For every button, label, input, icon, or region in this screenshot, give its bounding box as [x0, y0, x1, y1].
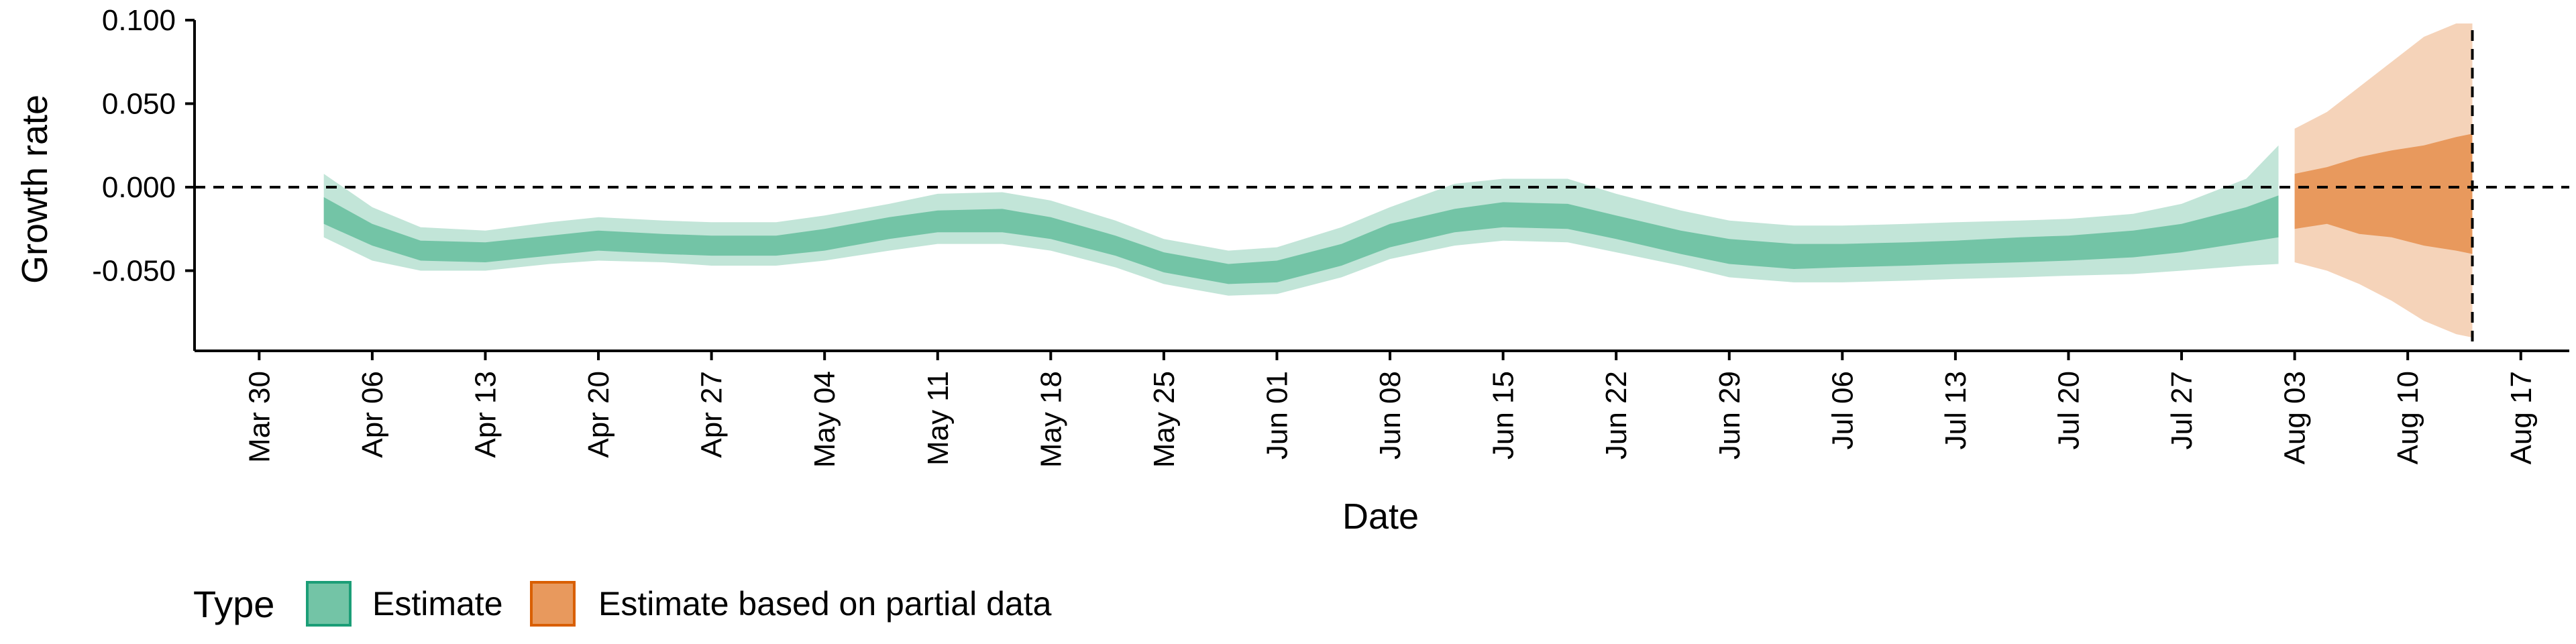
x-tick-label: Aug 17	[2505, 371, 2538, 464]
x-tick-label: Jun 15	[1487, 371, 1520, 460]
legend-label-partial: Estimate based on partial data	[598, 585, 1052, 623]
y-axis-title: Growth rate	[15, 95, 55, 284]
y-tick-label: 0.100	[102, 4, 176, 37]
x-tick-label: Jun 22	[1600, 371, 1633, 460]
x-tick-label: May 25	[1148, 371, 1181, 468]
x-tick-label: Jun 08	[1374, 371, 1407, 460]
band-50-estimate	[323, 195, 2279, 284]
x-tick-label: Aug 10	[2392, 371, 2424, 464]
x-tick-label: May 11	[922, 371, 955, 466]
x-tick-label: Jun 29	[1713, 371, 1746, 460]
legend: Type Estimate Estimate based on partial …	[193, 581, 1052, 627]
x-tick-label: Jul 06	[1826, 371, 1859, 449]
legend-label-estimate: Estimate	[372, 585, 503, 623]
x-tick-label: Jun 01	[1261, 371, 1294, 460]
x-tick-label: Jul 13	[1939, 371, 1972, 449]
x-tick-label: Apr 27	[696, 371, 729, 458]
band-50-partial	[2294, 133, 2473, 254]
x-tick-label: Jul 27	[2165, 371, 2198, 449]
x-tick-label: Apr 13	[470, 371, 502, 458]
x-tick-label: May 18	[1034, 371, 1067, 468]
y-tick-label: 0.050	[102, 87, 176, 120]
x-tick-label: May 04	[808, 371, 841, 468]
legend-swatch-partial	[530, 581, 576, 627]
x-tick-label: Apr 06	[356, 371, 389, 458]
y-tick-label: 0.000	[102, 171, 176, 204]
x-axis-title: Date	[1342, 496, 1419, 537]
x-tick-label: Apr 20	[582, 371, 615, 458]
legend-swatch-estimate	[306, 581, 352, 627]
plot-area	[195, 23, 2569, 351]
x-tick-label: Mar 30	[243, 371, 276, 463]
x-tick-label: Jul 20	[2053, 371, 2086, 449]
legend-title: Type	[193, 583, 274, 625]
axes: 0.100 0.050 0.000 -0.050 Mar 30 Apr 06 Apr 13 A…	[92, 4, 2569, 468]
y-tick-label: -0.050	[92, 254, 176, 287]
x-tick-label: Aug 03	[2279, 371, 2312, 464]
